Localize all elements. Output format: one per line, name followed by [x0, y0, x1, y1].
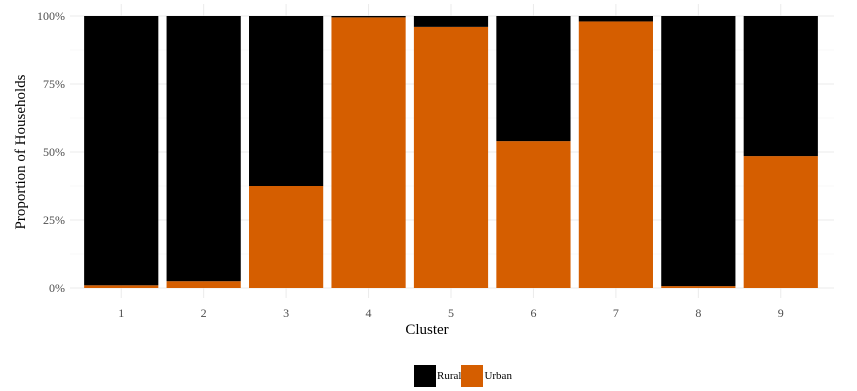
x-tick-label: 8	[695, 306, 701, 320]
bar-rural-1	[84, 16, 159, 286]
legend: Rural Urban	[414, 365, 512, 387]
y-tick-label: 50%	[43, 145, 65, 159]
x-tick-label: 5	[448, 306, 454, 320]
y-tick-label: 25%	[43, 213, 65, 227]
bar-rural-4	[331, 16, 406, 18]
legend-label-urban: Urban	[484, 370, 512, 382]
x-tick-label: 9	[778, 306, 784, 320]
bar-urban-2	[166, 281, 241, 288]
y-tick-label: 75%	[43, 77, 65, 91]
y-axis-ticks: 0% 25% 50% 75% 100%	[37, 9, 65, 295]
legend-item-rural: Rural	[414, 365, 461, 387]
x-tick-label: 7	[613, 306, 619, 320]
bar-urban-1	[84, 285, 159, 288]
legend-key-urban	[461, 365, 484, 387]
bar-urban-6	[496, 141, 571, 288]
bar-urban-5	[413, 26, 489, 288]
legend-label-rural: Rural	[437, 370, 462, 382]
x-axis-ticks: 1 2 3 4 5 6 7 8 9	[118, 306, 784, 320]
bar-rural-5	[413, 16, 489, 27]
bar-urban-8	[661, 286, 736, 288]
legend-key-rural	[414, 365, 436, 387]
x-tick-label: 2	[201, 306, 207, 320]
bar-urban-4	[331, 17, 406, 289]
bar-rural-2	[166, 16, 241, 282]
bar-urban-3	[249, 186, 324, 288]
y-tick-label: 0%	[49, 281, 65, 295]
bar-rural-7	[578, 16, 653, 22]
bar-urban-9	[743, 156, 818, 288]
bars	[84, 16, 818, 289]
y-tick-label: 100%	[37, 9, 65, 23]
bar-rural-9	[743, 16, 818, 157]
bar-rural-3	[249, 16, 324, 186]
x-tick-label: 6	[530, 306, 536, 320]
x-tick-label: 1	[118, 306, 124, 320]
x-tick-label: 3	[283, 306, 289, 320]
bar-rural-6	[496, 16, 571, 142]
x-axis-title: Cluster	[405, 322, 448, 338]
legend-item-urban: Urban	[461, 365, 512, 387]
y-axis-title: Proportion of Households	[13, 74, 29, 229]
bar-rural-8	[661, 16, 736, 287]
bar-urban-7	[578, 21, 653, 288]
x-tick-label: 4	[366, 306, 372, 320]
